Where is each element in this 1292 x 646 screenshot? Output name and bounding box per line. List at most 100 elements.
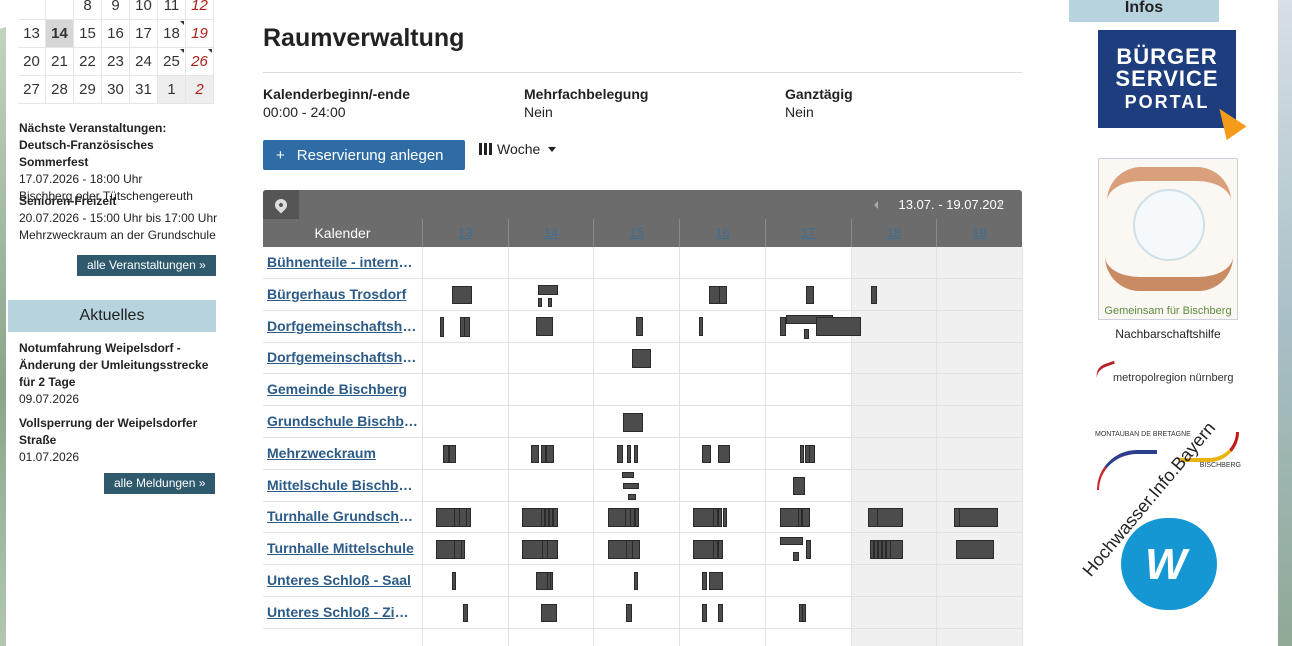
all-events-button[interactable]: alle Veranstaltungen » [77, 255, 216, 276]
location-pin-icon[interactable] [263, 190, 299, 219]
reservation-block[interactable] [809, 444, 816, 464]
reservation-block[interactable] [540, 508, 545, 527]
room-link[interactable]: Bürgerhaus Trosdorf [267, 285, 407, 302]
all-news-button[interactable]: alle Meldungen » [104, 473, 216, 494]
reservation-block[interactable] [801, 603, 807, 623]
reservation-block[interactable] [442, 444, 449, 464]
reservation-block[interactable] [718, 603, 723, 623]
reservation-block[interactable] [722, 508, 727, 527]
view-select[interactable]: Woche [479, 141, 557, 157]
reservation-block[interactable] [889, 540, 904, 559]
day-header-link[interactable]: 13 [422, 219, 508, 247]
reservation-block[interactable] [439, 316, 444, 337]
reservation-block[interactable] [464, 316, 471, 337]
reservation-block[interactable] [871, 285, 878, 305]
reservation-block[interactable] [793, 476, 806, 496]
reservation-block[interactable] [547, 297, 553, 308]
reservation-block[interactable] [793, 552, 800, 561]
reservation-block[interactable] [632, 540, 641, 559]
calendar-day[interactable]: 29 [74, 76, 102, 104]
reservation-block[interactable] [713, 508, 718, 527]
day-header-link[interactable]: 14 [507, 219, 594, 247]
day-header-link[interactable]: 16 [679, 219, 765, 247]
reservation-block[interactable] [448, 444, 457, 464]
reservation-block[interactable] [780, 316, 787, 337]
reservation-block[interactable] [713, 540, 718, 559]
room-link[interactable]: Grundschule Bischberg [267, 413, 419, 429]
reservation-block[interactable] [535, 316, 553, 337]
reservation-block[interactable] [463, 603, 468, 623]
reservation-block[interactable] [803, 329, 809, 339]
neighborhood-help-label[interactable]: Nachbarschaftshilfe [1115, 327, 1221, 341]
news-title[interactable]: Notumfahrung Weipelsdorf - Änderung der … [19, 341, 209, 389]
calendar-day[interactable]: 27 [18, 76, 46, 104]
room-link[interactable]: Turnhalle Mittelschule [267, 540, 414, 557]
create-reservation-button[interactable]: + Reservierung anlegen [263, 140, 465, 170]
reservation-block[interactable] [868, 508, 878, 527]
reservation-block[interactable] [634, 508, 640, 527]
reservation-block[interactable] [552, 508, 558, 527]
reservation-block[interactable] [537, 285, 558, 295]
reservation-block[interactable] [623, 482, 639, 490]
calendar-day[interactable]: 16 [102, 20, 130, 48]
calendar-day[interactable]: 19 [186, 20, 214, 48]
room-link[interactable]: Turnhalle Grundschule [267, 508, 419, 525]
reservation-block[interactable] [537, 297, 543, 308]
calendar-day[interactable]: 21 [46, 48, 74, 76]
calendar-day[interactable]: 2 [186, 76, 214, 104]
room-link[interactable]: Mittelschule Bischberg [267, 476, 419, 493]
hochwasser-logo[interactable]: W Hochwasser.Info.Bayern [1078, 418, 1239, 610]
calendar-day[interactable]: 8 [74, 0, 102, 20]
reservation-block[interactable] [616, 444, 623, 464]
reservation-block[interactable] [717, 444, 730, 464]
reservation-block[interactable] [877, 508, 904, 527]
news-title[interactable]: Vollsperrung der Weipelsdorfer Straße [19, 416, 198, 447]
reservation-block[interactable] [451, 571, 457, 591]
calendar-day[interactable]: 31 [130, 76, 158, 104]
calendar-day[interactable]: 9 [102, 0, 130, 20]
neighborhood-help-logo[interactable]: Gemeinsam für Bischberg [1098, 158, 1238, 320]
calendar-day[interactable]: 14 [46, 20, 74, 48]
reservation-block[interactable] [541, 444, 546, 464]
reservation-block[interactable] [702, 571, 707, 591]
calendar-day[interactable]: 24 [130, 48, 158, 76]
room-link[interactable]: Unteres Schloß - Zimmer [267, 603, 419, 620]
reservation-block[interactable] [780, 537, 804, 546]
reservation-block[interactable] [466, 508, 471, 527]
calendar-day[interactable]: 11 [158, 0, 186, 20]
calendar-day[interactable]: 20 [18, 48, 46, 76]
reservation-block[interactable] [633, 571, 638, 591]
reservation-block[interactable] [717, 508, 723, 527]
calendar-day[interactable]: 13 [18, 20, 46, 48]
reservation-block[interactable] [955, 540, 995, 559]
reservation-block[interactable] [702, 603, 707, 623]
metropolregion-logo[interactable]: metropolregion nürnberg [1093, 358, 1245, 392]
reservation-block[interactable] [719, 285, 727, 305]
reservation-block[interactable] [541, 603, 557, 623]
day-header-link[interactable]: 17 [764, 219, 851, 247]
reservation-block[interactable] [805, 540, 811, 559]
room-link[interactable]: Unteres Schloß - Saal [267, 572, 411, 588]
calendar-day[interactable]: 1 [158, 76, 186, 104]
event-title[interactable]: Deutsch-Französisches Sommerfest [19, 138, 154, 169]
day-header-link[interactable]: 15 [593, 219, 679, 247]
calendar-day[interactable]: 17 [130, 20, 158, 48]
reservation-block[interactable] [816, 316, 861, 337]
reservation-block[interactable] [805, 285, 814, 305]
next-week-icon[interactable] [999, 201, 1003, 209]
reservation-block[interactable] [631, 348, 652, 369]
reservation-block[interactable] [628, 493, 637, 501]
calendar-day[interactable]: 15 [74, 20, 102, 48]
room-link[interactable]: Dorfgemeinschaftshaus 2 [267, 349, 419, 366]
reservation-block[interactable] [959, 508, 998, 527]
calendar-day[interactable]: 12 [186, 0, 214, 20]
room-link[interactable]: Bühnenteile - interner Bedarf [267, 254, 419, 270]
reservation-block[interactable] [546, 540, 558, 559]
reservation-block[interactable] [451, 285, 472, 305]
reservation-block[interactable] [802, 508, 811, 527]
day-header-link[interactable]: 18 [850, 219, 937, 247]
reservation-block[interactable] [798, 508, 803, 527]
buergerservice-portal-logo[interactable]: BÜRGER SERVICE PORTAL [1098, 30, 1247, 141]
room-link[interactable]: Mehrzweckraum [267, 444, 376, 461]
reservation-block[interactable] [799, 444, 805, 464]
